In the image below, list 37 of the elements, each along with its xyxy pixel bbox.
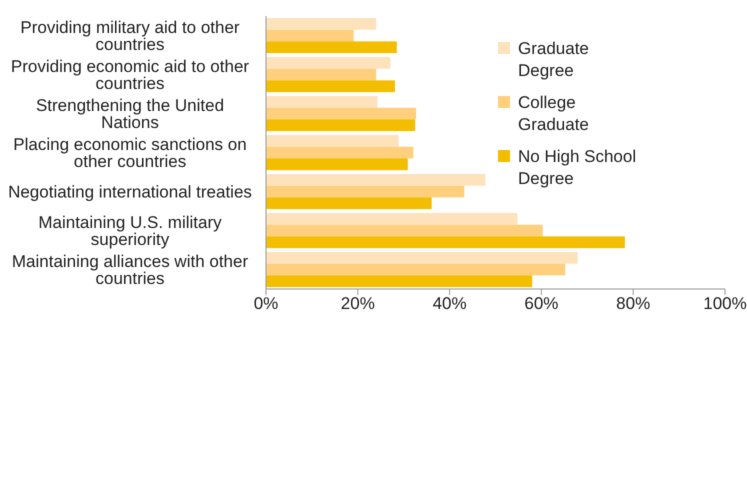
bar [266,68,376,80]
x-tick-label: 20% [340,294,375,314]
y-tick-label: Negotiating international treaties [8,182,252,202]
bar [266,96,378,108]
legend-label: Graduate Degree [518,38,590,82]
x-tick-label: 60% [524,294,558,314]
y-tick-label: Strengthening the United Nations [36,96,224,132]
legend-label: College Graduate [518,92,590,136]
x-tick-label: 40% [432,294,467,314]
bar [266,41,397,54]
y-tick-label: Maintaining U.S. military superiority [38,213,222,250]
bar [266,135,399,147]
bar [266,174,486,186]
bar [266,236,625,248]
bar [266,224,543,236]
bar [266,18,376,30]
bar [266,119,416,132]
bar [266,108,416,120]
bar [266,186,464,198]
bar [266,146,414,158]
y-tick-label: Providing economic aid to other countries [10,57,250,94]
bar [266,30,354,42]
bar [266,57,390,69]
bar [266,264,566,276]
bar [266,213,518,225]
y-tick-label: Maintaining alliances with other countries [12,252,248,288]
x-tick-label: 0% [254,294,278,314]
y-tick-label: Providing military aid to other countries [20,18,240,54]
x-tick-label: 100% [703,294,747,314]
y-tick-label: Placing economic sanctions on other countries [13,135,247,172]
bar [266,80,395,92]
bar [266,197,432,210]
x-tick-label: 80% [616,294,650,314]
legend-label: No High School Degree [518,146,638,190]
bar [266,252,578,264]
bar [266,275,532,288]
bar [266,158,408,170]
